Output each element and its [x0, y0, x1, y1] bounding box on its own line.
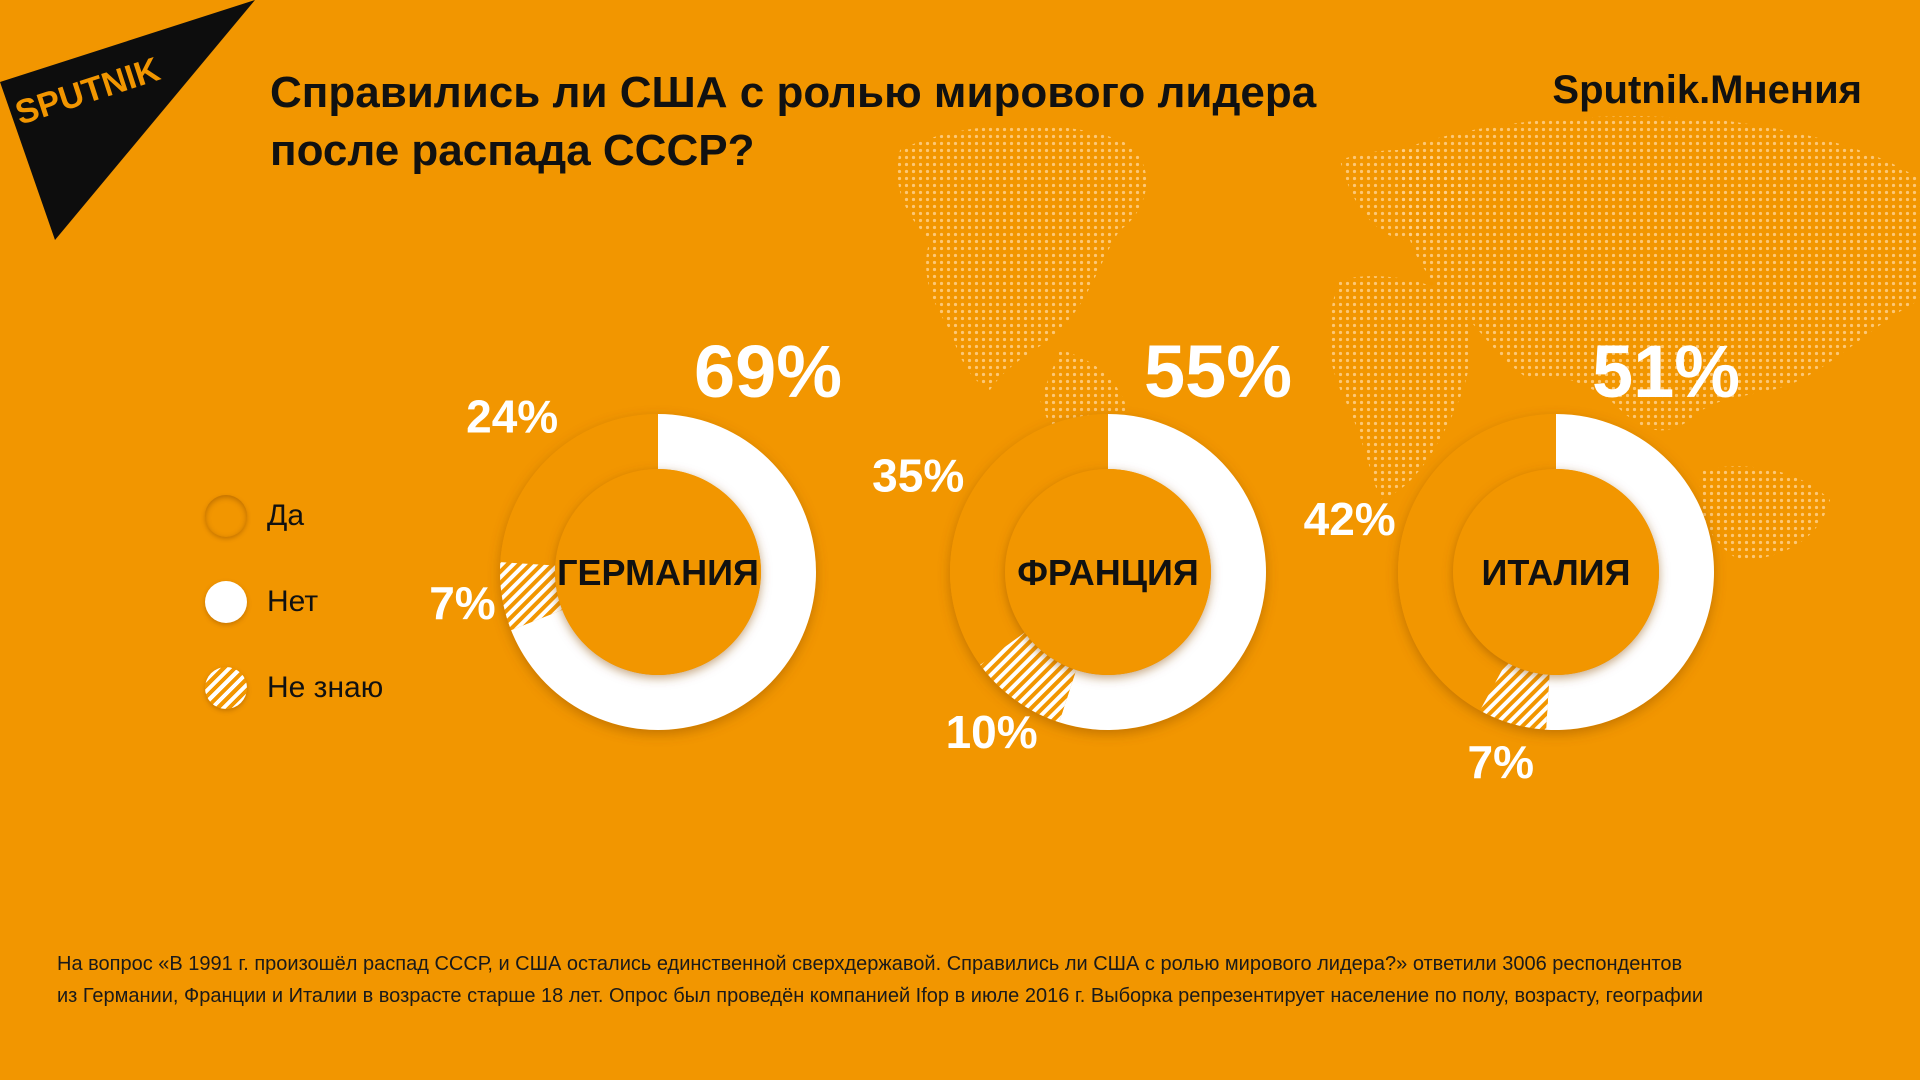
- donut-chart: ФРАНЦИЯ 55% 35% 10%: [872, 330, 1292, 758]
- footnote-line-1: На вопрос «В 1991 г. произошёл распад СС…: [57, 953, 1683, 975]
- brand-label: Sputnik.Мнения: [1552, 68, 1862, 112]
- slice-no: [1546, 414, 1715, 730]
- title-line-1: Справились ли США с ролью мирового лидер…: [270, 68, 1317, 117]
- country-label: ИТАЛИЯ: [1481, 552, 1630, 593]
- label-yes: 42%: [1304, 493, 1396, 545]
- label-dontknow: 7%: [1468, 736, 1534, 788]
- legend-label-no: Нет: [267, 585, 319, 618]
- slice-yes: [950, 414, 1108, 665]
- label-no: 55%: [1144, 330, 1292, 413]
- legend: Да Нет Не знаю: [205, 473, 383, 731]
- country-label: ФРАНЦИЯ: [1017, 552, 1199, 593]
- label-yes: 24%: [466, 391, 558, 443]
- legend-swatch-no: [205, 581, 247, 623]
- slice-dontknow: [980, 632, 1077, 723]
- label-dontknow: 10%: [946, 706, 1038, 758]
- legend-label-yes: Да: [267, 499, 305, 532]
- donut-chart: ГЕРМАНИЯ 69% 24% 7%: [429, 330, 842, 731]
- donut-hole: [1005, 469, 1211, 675]
- slice-no: [511, 414, 816, 731]
- legend-item-yes: Да: [205, 473, 383, 559]
- page-title: Справились ли США с ролью мирового лидер…: [270, 64, 1470, 180]
- legend-item-no: Нет: [205, 559, 383, 645]
- legend-label-dontknow: Не знаю: [267, 671, 384, 704]
- country-label: ГЕРМАНИЯ: [557, 552, 759, 593]
- legend-swatch-dontknow: [205, 667, 247, 709]
- slice-dontknow: [499, 562, 563, 631]
- footnote-line-2: из Германии, Франции и Италии в возрасте…: [57, 985, 1704, 1007]
- world-map-decoration: [897, 116, 1920, 560]
- slice-yes: [500, 414, 658, 566]
- slice-yes: [1398, 414, 1556, 711]
- legend-item-dontknow: Не знаю: [205, 645, 383, 731]
- title-line-2: после распада СССР?: [270, 126, 755, 175]
- label-yes: 35%: [872, 449, 964, 501]
- donut-hole: [1453, 469, 1659, 675]
- label-dontknow: 7%: [429, 577, 495, 629]
- sputnik-logo: SPUTNIK: [0, 0, 255, 240]
- label-no: 69%: [694, 330, 842, 413]
- slice-no: [1059, 414, 1267, 731]
- donut-charts: ГЕРМАНИЯ 69% 24% 7% ФРАНЦИЯ 55% 35% 10% ИТАЛИЯ 51…: [429, 330, 1740, 788]
- donut-hole: [555, 469, 761, 675]
- footnote: На вопрос «В 1991 г. произошёл распад СС…: [57, 948, 1897, 1012]
- donut-chart: ИТАЛИЯ 51% 42% 7%: [1304, 330, 1740, 788]
- slice-dontknow: [1479, 662, 1550, 730]
- label-no: 51%: [1592, 330, 1740, 413]
- legend-swatch-yes: [205, 495, 247, 537]
